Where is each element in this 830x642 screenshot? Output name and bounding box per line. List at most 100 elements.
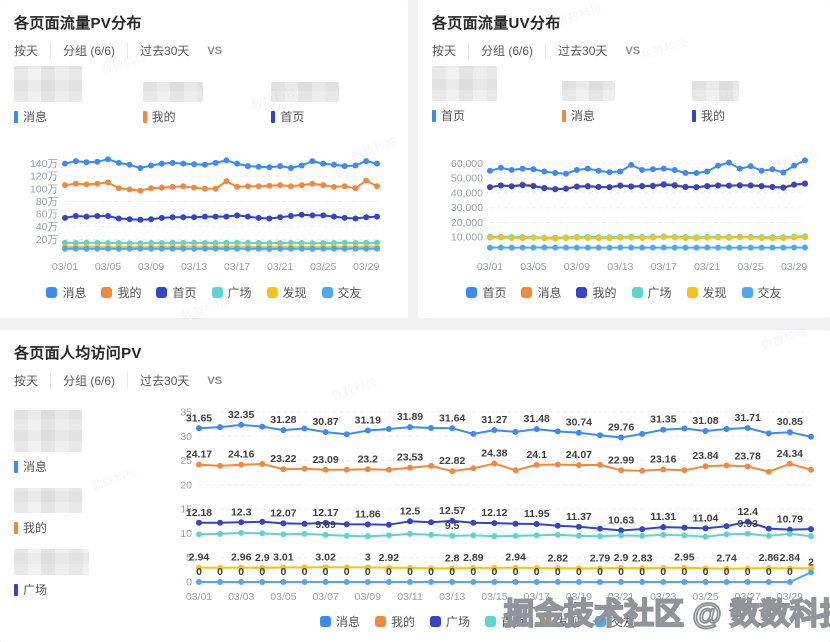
data-point[interactable] [385, 579, 392, 585]
data-point[interactable] [639, 235, 646, 241]
data-point[interactable] [212, 159, 219, 166]
data-point[interactable] [287, 213, 294, 219]
data-point[interactable] [786, 579, 793, 585]
data-point[interactable] [671, 182, 678, 189]
data-point[interactable] [449, 468, 456, 475]
data-point[interactable] [470, 519, 477, 526]
legend-item-我的[interactable]: 我的 [374, 613, 415, 630]
data-point[interactable] [94, 239, 101, 246]
data-point[interactable] [533, 521, 540, 527]
data-point[interactable] [618, 564, 625, 571]
data-point[interactable] [169, 245, 176, 252]
data-point[interactable] [212, 185, 219, 192]
data-point[interactable] [331, 213, 337, 220]
data-point[interactable] [234, 183, 241, 190]
data-point[interactable] [597, 525, 603, 532]
data-point[interactable] [552, 186, 559, 193]
data-point[interactable] [747, 234, 754, 241]
data-point[interactable] [148, 162, 155, 169]
data-point[interactable] [169, 183, 176, 190]
data-point[interactable] [266, 182, 273, 189]
data-point[interactable] [244, 163, 251, 170]
data-point[interactable] [343, 431, 350, 438]
data-point[interactable] [575, 429, 582, 436]
data-point[interactable] [769, 166, 776, 173]
data-point[interactable] [791, 162, 798, 169]
data-point[interactable] [723, 579, 730, 585]
data-point[interactable] [255, 245, 262, 252]
data-point[interactable] [747, 182, 754, 189]
data-point[interactable] [519, 182, 526, 189]
data-point[interactable] [519, 235, 526, 242]
data-point[interactable] [660, 165, 667, 172]
data-point[interactable] [702, 463, 709, 470]
data-point[interactable] [649, 183, 656, 189]
data-point[interactable] [575, 462, 582, 469]
data-point[interactable] [169, 239, 176, 246]
data-point[interactable] [259, 564, 266, 571]
data-point[interactable] [105, 213, 111, 219]
data-point[interactable] [780, 184, 787, 191]
data-point[interactable] [618, 579, 625, 585]
data-point[interactable] [244, 183, 251, 190]
data-point[interactable] [320, 160, 327, 167]
data-point[interactable] [758, 235, 765, 241]
data-point[interactable] [744, 425, 751, 431]
data-point[interactable] [533, 565, 540, 571]
data-point[interactable] [341, 214, 348, 221]
data-point[interactable] [407, 564, 413, 571]
data-point[interactable] [83, 245, 90, 252]
data-point[interactable] [639, 579, 646, 585]
data-point[interactable] [682, 170, 689, 176]
data-point[interactable] [639, 526, 646, 533]
data-point[interactable] [301, 425, 308, 432]
data-point[interactable] [575, 579, 582, 585]
data-point[interactable] [259, 461, 266, 467]
data-point[interactable] [584, 244, 591, 251]
data-point[interactable] [322, 531, 329, 538]
data-point[interactable] [512, 532, 519, 539]
data-point[interactable] [575, 523, 582, 530]
data-point[interactable] [255, 214, 262, 221]
data-point[interactable] [554, 522, 561, 529]
data-point[interactable] [541, 244, 548, 251]
data-point[interactable] [180, 214, 187, 221]
data-point[interactable] [83, 213, 90, 220]
data-point[interactable] [309, 212, 316, 219]
data-point[interactable] [595, 184, 602, 190]
data-point[interactable] [449, 532, 456, 539]
data-point[interactable] [497, 182, 504, 189]
data-point[interactable] [530, 183, 537, 190]
data-point[interactable] [212, 213, 219, 220]
data-point[interactable] [595, 167, 602, 174]
data-point[interactable] [259, 423, 266, 430]
legend-item-我的[interactable]: 我的 [576, 284, 617, 301]
data-point[interactable] [364, 564, 371, 571]
data-point[interactable] [407, 424, 413, 431]
data-point[interactable] [715, 244, 722, 251]
legend-item-发现[interactable]: 发现 [266, 284, 307, 301]
data-point[interactable] [343, 466, 350, 473]
data-point[interactable] [660, 564, 667, 571]
data-point[interactable] [554, 428, 561, 435]
data-point[interactable] [726, 244, 732, 251]
data-point[interactable] [726, 182, 732, 189]
data-point[interactable] [497, 234, 504, 241]
data-point[interactable] [196, 425, 202, 432]
data-point[interactable] [606, 169, 613, 176]
data-point[interactable] [83, 159, 90, 166]
granularity-control[interactable]: 按天 [432, 42, 470, 59]
data-point[interactable] [765, 532, 772, 539]
data-point[interactable] [744, 565, 751, 572]
data-point[interactable] [533, 426, 540, 433]
data-point[interactable] [530, 244, 537, 251]
data-point[interactable] [704, 183, 711, 190]
data-point[interactable] [148, 216, 155, 223]
data-point[interactable] [747, 244, 754, 251]
data-point[interactable] [126, 245, 133, 252]
data-point[interactable] [660, 531, 667, 538]
data-point[interactable] [765, 579, 772, 585]
data-point[interactable] [681, 425, 688, 432]
data-point[interactable] [744, 463, 751, 470]
